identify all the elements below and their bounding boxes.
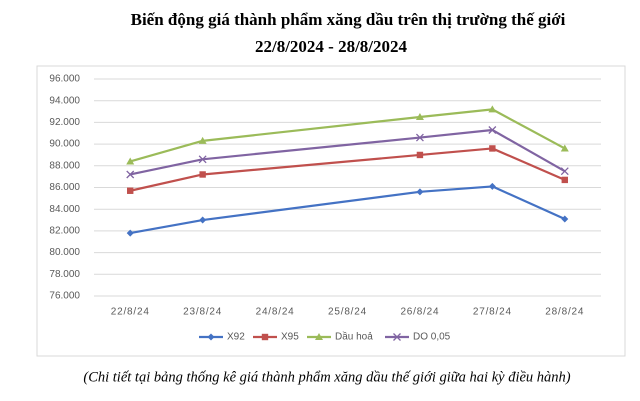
marker bbox=[126, 157, 135, 165]
legend-label: X92 bbox=[227, 332, 245, 343]
y-tick-label: 86.000 bbox=[49, 182, 80, 193]
marker bbox=[393, 333, 401, 341]
marker bbox=[488, 182, 496, 190]
series-line bbox=[130, 185, 566, 235]
marker bbox=[560, 167, 569, 176]
marker bbox=[488, 105, 497, 113]
legend-label: DO 0,05 bbox=[413, 332, 451, 343]
y-tick-label: 88.000 bbox=[49, 160, 80, 171]
marker bbox=[489, 145, 496, 152]
marker bbox=[561, 176, 568, 184]
y-tick-label: 94.000 bbox=[49, 95, 80, 106]
marker bbox=[560, 144, 569, 152]
marker bbox=[126, 229, 134, 237]
marker bbox=[315, 333, 323, 340]
series-line bbox=[129, 147, 566, 192]
x-tick-label: 27/8/24 bbox=[473, 307, 512, 318]
y-tick-label: 96.000 bbox=[49, 74, 80, 85]
chart-subtitle: 22/8/2024 - 28/8/2024 bbox=[255, 37, 408, 56]
marker bbox=[198, 136, 207, 144]
y-tick-label: 92.000 bbox=[49, 117, 80, 128]
marker bbox=[415, 133, 424, 142]
marker bbox=[416, 151, 424, 159]
x-tick-label: 23/8/24 bbox=[183, 307, 222, 318]
marker bbox=[488, 126, 497, 134]
chart-frame bbox=[36, 65, 626, 357]
y-tick-label: 76.000 bbox=[49, 291, 80, 302]
marker bbox=[199, 171, 206, 178]
marker bbox=[207, 333, 215, 341]
legend-label: X95 bbox=[281, 332, 299, 343]
x-tick-label: 26/8/24 bbox=[400, 307, 439, 318]
y-tick-label: 80.000 bbox=[49, 247, 80, 258]
y-tick-label: 82.000 bbox=[49, 226, 80, 237]
y-tick-label: 78.000 bbox=[49, 269, 80, 280]
x-tick-label: 28/8/24 bbox=[545, 307, 584, 318]
legend-label: Dầu hoả bbox=[335, 331, 373, 343]
series-line bbox=[129, 108, 566, 163]
marker bbox=[415, 112, 424, 120]
x-tick-label: 25/8/24 bbox=[328, 307, 367, 318]
chart-title: Biến động giá thành phẩm xăng dầu trên t… bbox=[131, 10, 566, 29]
caption: (Chi tiết tại bảng thống kê giá thành ph… bbox=[83, 369, 570, 385]
marker bbox=[127, 187, 134, 194]
marker bbox=[261, 333, 269, 341]
marker bbox=[126, 170, 135, 179]
marker bbox=[199, 216, 207, 224]
marker bbox=[198, 155, 207, 164]
x-tick-label: 22/8/24 bbox=[111, 307, 150, 318]
marker bbox=[561, 215, 569, 223]
marker bbox=[416, 188, 424, 196]
x-tick-label: 24/8/24 bbox=[256, 307, 295, 318]
y-tick-label: 90.000 bbox=[49, 139, 80, 150]
y-tick-label: 84.000 bbox=[49, 204, 80, 215]
